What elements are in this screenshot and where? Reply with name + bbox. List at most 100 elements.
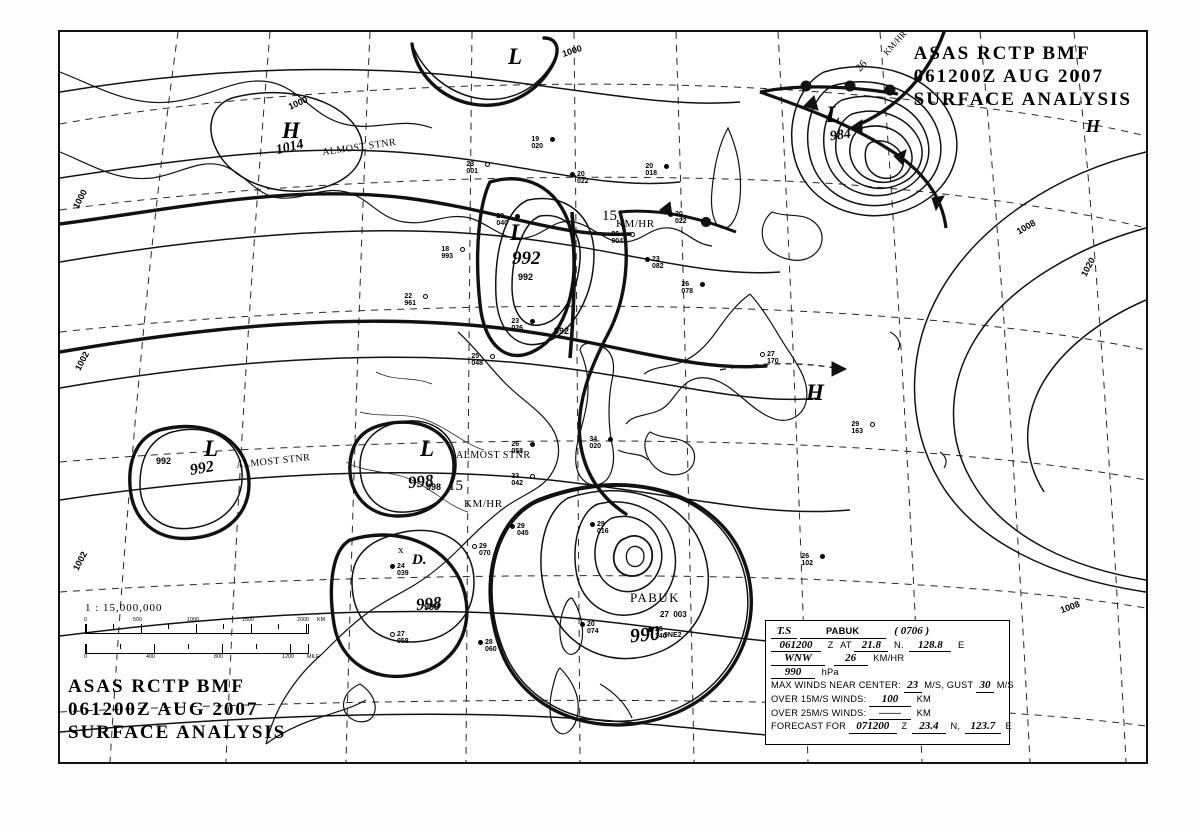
scale-ratio: 1 : 15,000,000 [85,602,163,614]
isobar-label: 998 [424,602,440,612]
info-line-over25: OVER 25M/S WINDS: —— KM [771,707,1004,721]
scale-km-tick: 500 [133,617,142,623]
scale-km-unit: KM [317,617,326,623]
station-plot-value: 29 045 [517,523,529,537]
trough-line [568,211,576,359]
low-upper-center-value: 992 [512,248,541,269]
scale-mile-tick: 1200 [282,654,294,660]
scale-mile-tick: 0 [84,654,87,660]
storm-lon-unit: E [958,639,965,650]
isobar-label: 992 [554,326,570,336]
storm-lat-unit: N. [894,639,904,650]
header-tr-line3: SURFACE ANALYSIS [913,89,1132,110]
scale-mile-tick: 400 [146,654,155,660]
storm-at-label: AT [840,639,852,650]
coastlines [60,71,947,745]
station-plot-value: 29 016 [597,521,609,535]
pressure-center-high-east-pacific: H [806,380,824,405]
low-northeast-value: 984 [828,126,852,145]
scale-mile-tick: 800 [214,654,223,660]
pressure-center-low-china-inland: D. [412,552,427,568]
info-line-position: 061200 Z AT 21.8 N. 128.8 E [771,639,1004,653]
surface-analysis-map[interactable]: L H 1014 ALMOST STNR L 984 L 992 L 992 A… [58,30,1148,764]
scale-km-tick: 1000 [187,617,199,623]
header-bottom-left: ASAS RCTP BMF 061200Z AUG 2007 SURFACE A… [68,675,286,744]
header-top-right: ASAS RCTP BMF 061200Z AUG 2007 SURFACE A… [914,42,1132,111]
station-plot-value: 23 026 [511,318,523,332]
front-arrow [719,361,848,377]
bold-isobars [60,32,946,727]
scale-km-tick: 1500 [242,617,254,623]
station-plot-value: 20 022 [675,211,687,225]
storm-name: PABUK [799,625,886,639]
storm-speed: 26 [833,652,868,666]
header-bl-line3: SURFACE ANALYSIS [68,722,287,743]
over25-value: —— [869,707,911,721]
storm-intensity: T.S [771,625,797,639]
station-plot-value: 33 042 [511,473,523,487]
gust-label: GUST [946,680,974,691]
scale-mile-unit: MILE [307,654,320,660]
low-central-korea-note: ALMOST STNR [456,450,531,461]
pressure-center-low-northeast-deep: L [826,102,841,127]
station-plot-value: 27 058 [397,631,409,645]
typhoon-station-sub: 9NE2 [664,632,682,639]
station-plot-value: 26 004 [611,231,623,245]
map-graphics [60,32,1146,762]
gust-unit: M/S [996,680,1014,691]
low-china-inland-cross: x [398,544,404,556]
typhoon-station-text: 27 003 [660,610,687,619]
storm-number: ( 0706 ) [894,625,930,637]
storm-pressure-unit: hPa [821,666,839,677]
storm-time: 061200 [771,639,821,653]
header-tr-line2: 061200Z AUG 2007 [913,66,1104,87]
station-plot-value: 18 993 [441,246,453,260]
max-winds-value: 23 [903,679,922,693]
motion-speed-north: 15 [602,208,617,224]
station-plot-value: 28 060 [485,639,497,653]
scale-km-tick: 2000 [297,617,309,623]
typhoon-name-label: PABUK [630,590,680,605]
forecast-label: FORECAST FOR [771,721,847,732]
station-plot-value: 29 163 [851,421,863,435]
forecast-lon: 123.7 [964,720,1001,734]
station-plot-value: 29 040 [496,213,508,227]
over15-label: OVER 15M/S WINDS: [771,693,867,704]
over25-label: OVER 25M/S WINDS: [771,707,867,718]
warm-front [759,80,899,96]
station-plot-value: 19 020 [531,136,543,150]
forecast-time: 071200 [848,720,897,734]
storm-longitude: 128.8 [909,639,952,653]
station-plot-value: 27 170 [767,351,779,365]
station-plot-value: 29 070 [479,543,491,557]
station-plot-value: 23 001 [466,161,478,175]
station-plot-value: 20 022 [577,171,589,185]
header-bl-line1: ASAS RCTP BMF [68,676,245,697]
header-bl-line2: 061200Z AUG 2007 [68,699,259,720]
isobar-label: 992 [156,456,172,466]
storm-speed-unit: KM/HR [873,653,905,664]
over25-unit: KM [916,707,931,718]
station-plot-value: 23 082 [652,256,664,270]
pressure-center-low-west-sea: L [204,436,219,461]
cold-front [759,90,948,229]
info-line-motion: WNW 26 KM/HR [771,652,1004,666]
gust-value: 30 [976,679,995,693]
info-line-forecast: FORECAST FOR 071200 Z 23.4 N, 123.7 E [771,720,1012,734]
typhoon-info-box[interactable]: T.S PABUK ( 0706 ) 061200 Z AT 21.8 N. 1… [765,620,1014,745]
station-plot-value: 26 078 [681,281,693,295]
storm-pressure: 990 [771,666,815,680]
station-plot-value: 34 020 [589,436,601,450]
forecast-lat-unit: N, [950,721,961,732]
station-plot-value: 25 048 [471,353,483,367]
scale-km-tick: 0 [84,617,87,623]
max-winds-unit: M/S, [924,680,945,691]
forecast-lon-unit: E [1005,721,1012,732]
pressure-center-high-top-right: H [1086,116,1101,136]
pressure-center-low-upper-center: L [510,220,525,245]
station-plot-value: 24 039 [397,563,409,577]
max-winds-label: MAX WINDS NEAR CENTER: [771,680,901,691]
station-plot-value: 20 018 [645,163,657,177]
station-plot-value: 26 140 [655,626,667,640]
